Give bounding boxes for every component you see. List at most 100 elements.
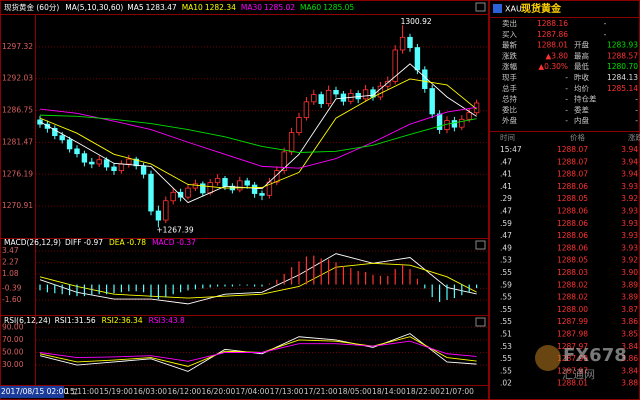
indicator-label: -0.78 [127,238,147,247]
indicator-label: RSI3: [149,316,168,325]
x-tick-label: 16/03:00 [133,387,167,396]
indicator-label: -0.37 [177,238,197,247]
indicator-label: 36.34 [121,316,143,325]
tick-change: 3.89 [621,280,638,289]
close-button[interactable] [475,317,486,327]
x-tick-label: 16/12:00 [167,387,201,396]
quote-label: 最高 [574,50,589,60]
quote-label: 涨幅 [502,61,517,71]
y-tick-label: -1.60 [2,295,22,304]
quote-value: - [565,84,568,93]
tick-change: 3.93 [621,231,638,240]
quote-value: - [565,73,568,82]
tick-time: .47 [500,231,512,240]
indicator-label: 31.56 [74,316,96,325]
candle-body [251,184,258,194]
ma-line [39,63,477,204]
indicator-label: -0.97 [84,238,104,247]
y-tick-label: 3.47 [2,246,19,255]
candle-body [414,47,421,71]
y-tick-label: 1.08 [2,269,19,278]
indicator-label: RSI1: [55,316,74,325]
watermark-globe [535,345,561,371]
x-tick-label: 18/14:00 [372,387,406,396]
menu-button[interactable] [475,2,486,12]
tick-change: 3.89 [621,293,638,302]
tick-change: 3.87 [621,305,638,314]
candle-body [429,88,435,115]
tick-change: 3.93 [621,243,638,252]
candle-body [377,85,384,98]
y-tick-label: 2.27 [2,258,19,267]
candle-body [133,158,139,167]
candle-body [214,178,221,184]
quote-label: 总手 [502,83,517,93]
tick-change: 3.94 [621,145,638,154]
tick-change: 3.92 [621,256,638,265]
watermark: FX678 汇通网 [535,345,627,381]
symbol: XAU [505,5,522,14]
candle-body [111,166,117,171]
indicator-label: MA60 [300,3,321,12]
ma-line [39,78,477,189]
x-tick-label: 17/04:00 [236,387,270,396]
rsi-line [39,333,477,372]
indicator-label: MA30 [241,3,262,12]
indicator-label: MA(5,10,30,60) [65,3,123,12]
tick-price: 1287.97 [557,342,588,351]
quote-value: 1288.01 [537,41,568,50]
tick-price: 1287.99 [557,317,588,326]
quote-label: 委比 [502,104,517,114]
x-tick-label: 2017/08/15 02:00 二 [1,387,79,396]
tick-price: 1288.03 [557,268,588,277]
tick-change: 3.90 [621,268,638,277]
quote-value: 1287.86 [537,30,568,39]
x-tick-label: 15/11:00 [65,387,99,396]
candle-body [392,49,398,82]
indicator-label: MACD(26,12,9) [4,238,61,247]
macd-line [39,253,477,305]
tick-price: 1288.07 [557,157,588,166]
quote-label: 现手 [502,72,517,82]
quote-value: - [635,105,638,114]
candle-body [118,163,125,171]
candle-body [288,132,295,153]
indicator-label: RSI(6,12,24) [4,316,51,325]
quote-value: 1288.57 [607,51,638,60]
tick-time: .55 [500,268,512,277]
tick-price: 1288.06 [557,243,588,252]
candle-body [200,183,206,194]
indicator-label: DEA [109,238,126,247]
quote-value: - [635,116,638,125]
candle-body [192,183,199,189]
candle-body [385,80,391,87]
indicator-label: 1282.34 [205,3,236,12]
quote-label: 内盘 [574,115,589,125]
watermark-brand: FX678 [563,345,627,366]
candle-body [303,101,310,118]
tick-price: 1288.00 [557,305,588,314]
close-button[interactable] [475,240,486,250]
symbol-name: 现货黄金 [521,2,562,15]
watermark-name: 汇通网 [562,368,595,381]
y-tick-label: 50.00 [2,348,24,357]
y-tick-label: -0.39 [2,283,22,292]
price-annotation: 1300.92 [401,17,432,26]
ticks-header: 价格 [570,132,585,142]
tick-price: 1288.02 [557,293,588,302]
indicator-label: 43.8 [168,316,185,325]
quote-value: - [604,19,607,28]
tick-time: 15:47 [500,145,522,154]
tick-price: 1288.05 [557,256,588,265]
tick-price: 1288.01 [557,379,588,388]
tick-change: 3.85 [621,330,638,339]
quote-label: 最低 [574,61,589,71]
y-tick-label: 90.00 [2,322,24,331]
tick-change: 3.94 [621,170,638,179]
x-tick-label: 17/21:00 [304,387,338,396]
tick-time: .59 [500,280,512,289]
indicator-label: 1285.05 [323,3,354,12]
candle-body [66,139,73,150]
quote-value: 1280.70 [607,62,638,71]
candle-body [281,151,287,171]
